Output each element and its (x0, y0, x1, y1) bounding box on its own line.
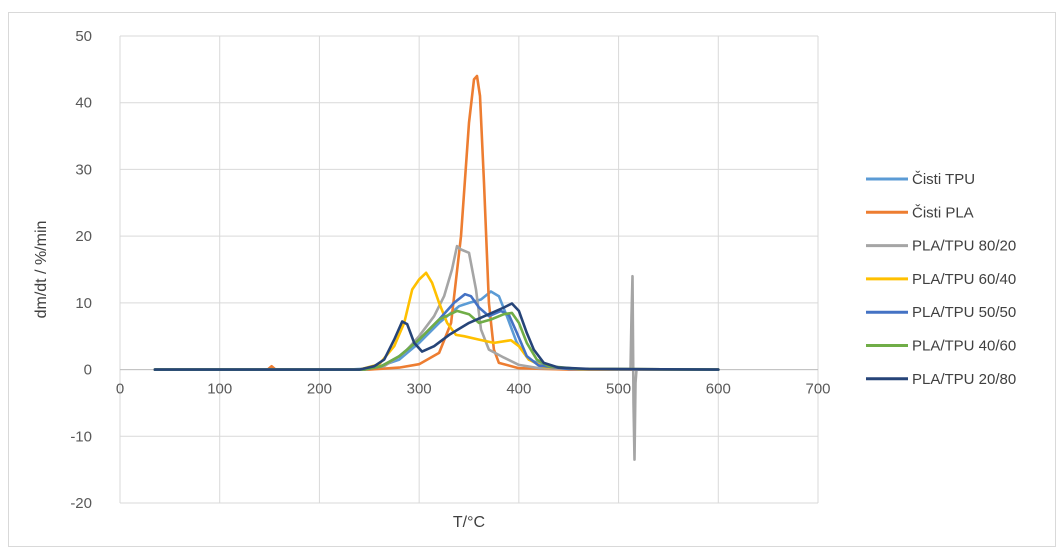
x-tick-label: 200 (307, 381, 332, 398)
legend-label-4: PLA/TPU 50/50 (912, 304, 1016, 321)
y-tick-label: 30 (75, 161, 92, 178)
legend-label-3: PLA/TPU 60/40 (912, 271, 1016, 288)
y-tick-label: 20 (75, 228, 92, 245)
gridlines (119, 35, 819, 504)
y-tick-label: 0 (84, 362, 92, 379)
x-tick-label: 100 (207, 381, 232, 398)
legend-label-2: PLA/TPU 80/20 (912, 238, 1016, 255)
legend-label-5: PLA/TPU 40/60 (912, 338, 1016, 355)
series-line-2 (153, 244, 720, 461)
series-line-6 (153, 302, 720, 371)
x-tick-label: 600 (706, 381, 731, 398)
x-tick-label: 0 (116, 381, 124, 398)
x-tick-label: 700 (805, 381, 830, 398)
x-tick-label: 300 (407, 381, 432, 398)
series-lines (153, 74, 720, 461)
series-line-5 (153, 309, 720, 371)
x-axis-label: T/°C (453, 514, 485, 531)
y-axis-label: dm/dt / %/min (33, 221, 50, 319)
legend-label-0: Čisti TPU (912, 171, 975, 188)
legend-label-6: PLA/TPU 20/80 (912, 371, 1016, 388)
y-tick-label: -20 (70, 495, 92, 512)
y-tick-label: 10 (75, 295, 92, 312)
x-tick-label: 400 (506, 381, 531, 398)
y-tick-label: 50 (75, 28, 92, 45)
legend-label-1: Čisti PLA (912, 204, 974, 221)
y-tick-label: -10 (70, 428, 92, 445)
y-tick-label: 40 (75, 95, 92, 112)
legend: Čisti TPU Čisti PLA PLA/TPU 80/20 PLA/TPU 6… (866, 171, 1016, 388)
x-tick-label: 500 (606, 381, 631, 398)
